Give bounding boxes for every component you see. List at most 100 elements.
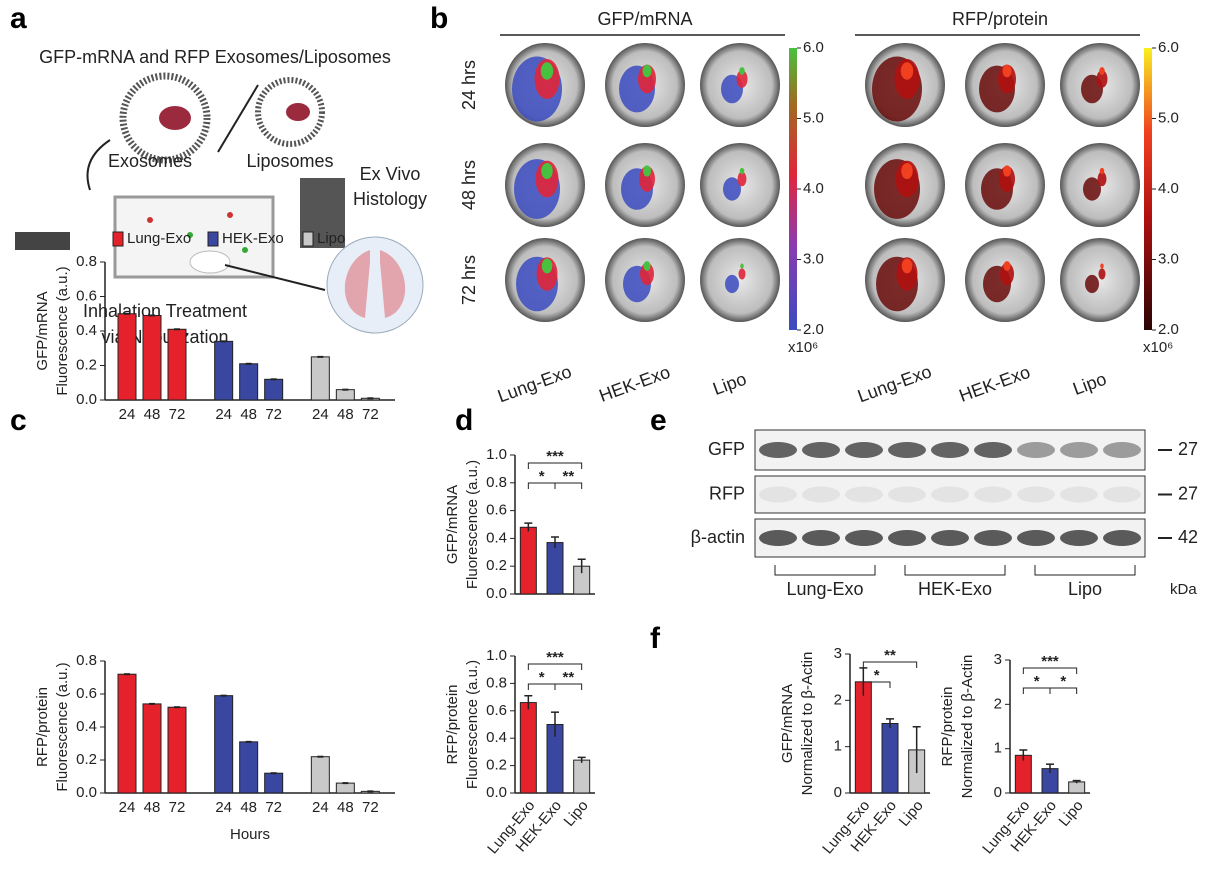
sample-label: Lipo — [710, 369, 749, 399]
signal — [738, 268, 746, 280]
group-header: GFP/mRNA — [597, 9, 692, 29]
significance-bracket — [862, 661, 918, 668]
band — [802, 442, 840, 458]
y-tick-label: 0.4 — [76, 718, 97, 735]
signal — [1097, 171, 1107, 187]
colorbar-tick-label: 5.0 — [803, 109, 824, 126]
kda-label: 42 — [1178, 527, 1198, 547]
bar — [854, 681, 872, 794]
x-tick-label: 24 — [312, 799, 329, 816]
lung-image — [700, 238, 780, 322]
signal — [536, 257, 558, 291]
x-tick-label: 24 — [119, 799, 136, 816]
signal — [1003, 165, 1011, 177]
signal — [1083, 177, 1101, 201]
signal — [739, 167, 745, 175]
x-tick-label: 72 — [169, 799, 186, 816]
panel-label: f — [650, 622, 661, 655]
panel-label: c — [10, 404, 27, 437]
band — [845, 486, 883, 503]
significance-bracket — [554, 482, 583, 489]
y-tick-label: 0.2 — [486, 557, 507, 574]
significance-label: * — [539, 468, 545, 485]
colorbar-tick-label: 6.0 — [803, 39, 824, 56]
exosomes-label: Exosomes — [108, 151, 192, 171]
significance-bracket — [1022, 667, 1078, 674]
band — [974, 486, 1012, 503]
group-bracket — [1034, 565, 1136, 576]
legend-label: Lipo — [317, 230, 345, 247]
signal — [900, 62, 914, 80]
band — [1060, 486, 1098, 503]
y-axis-label: Normalized to β-Actin — [799, 652, 816, 796]
blot-label: β-actin — [691, 527, 745, 547]
group-header: RFP/protein — [952, 9, 1048, 29]
group-label: Lipo — [1068, 579, 1102, 599]
y-axis-label: GFP/mRNA — [444, 485, 461, 564]
x-tick-label: 72 — [265, 799, 282, 816]
signal — [1085, 274, 1099, 294]
significance-label: ** — [562, 468, 574, 485]
x-tick-label: 72 — [362, 406, 379, 423]
signal — [1100, 263, 1104, 269]
signal — [723, 177, 741, 201]
signal — [998, 64, 1016, 94]
cargo — [159, 106, 191, 130]
colorbar-multiplier: x10⁶ — [788, 339, 818, 356]
significance-label: *** — [546, 448, 564, 465]
significance-label: *** — [1041, 653, 1059, 670]
bar — [519, 702, 537, 794]
panel-label: b — [430, 2, 448, 35]
band — [1017, 530, 1055, 546]
y-axis-label: Normalized to β-Actin — [959, 655, 976, 799]
band — [845, 530, 883, 546]
y-tick-label: 0 — [834, 784, 842, 801]
band — [931, 486, 969, 503]
y-tick-label: 0.4 — [486, 529, 507, 546]
bar — [117, 673, 137, 794]
x-tick-label: 72 — [265, 406, 282, 423]
y-tick-label: 0.8 — [76, 652, 97, 669]
y-axis-label: RFP/protein — [34, 687, 51, 767]
legend-label: HEK-Exo — [222, 230, 284, 247]
y-tick-label: 0.8 — [76, 253, 97, 270]
panel-label: e — [650, 404, 667, 437]
bar — [117, 313, 137, 401]
y-tick-label: 3 — [994, 651, 1002, 668]
legend-swatch — [302, 231, 314, 247]
significance-bracket — [554, 683, 583, 690]
lung-image — [1060, 238, 1140, 322]
cargo — [286, 103, 310, 121]
bar — [881, 723, 899, 794]
sample-label: HEK-Exo — [596, 362, 672, 406]
signal — [737, 171, 747, 187]
band — [931, 442, 969, 458]
x-tick-label: 72 — [362, 799, 379, 816]
y-tick-label: 0.8 — [486, 674, 507, 691]
group-bracket — [904, 565, 1006, 576]
bar — [310, 356, 330, 401]
band — [1060, 442, 1098, 458]
y-tick-label: 0.6 — [486, 702, 507, 719]
y-tick-label: 0.2 — [76, 356, 97, 373]
x-tick-label: 48 — [144, 406, 161, 423]
y-tick-label: 0.6 — [76, 685, 97, 702]
bar — [1014, 754, 1032, 794]
particle — [187, 232, 193, 238]
significance-bracket — [862, 681, 891, 688]
bar — [573, 759, 591, 794]
histology-label: Ex Vivo — [360, 164, 421, 184]
time-label: 48 hrs — [459, 160, 479, 210]
y-tick-label: 2 — [834, 691, 842, 708]
time-label: 72 hrs — [459, 255, 479, 305]
blot-label: GFP — [708, 439, 745, 459]
particle — [227, 212, 233, 218]
band — [759, 486, 797, 503]
y-tick-label: 0.0 — [76, 784, 97, 801]
significance-label: ** — [884, 647, 896, 664]
sample-label: Lipo — [1070, 369, 1109, 399]
signal — [896, 257, 918, 291]
band — [1060, 530, 1098, 546]
band — [974, 530, 1012, 546]
